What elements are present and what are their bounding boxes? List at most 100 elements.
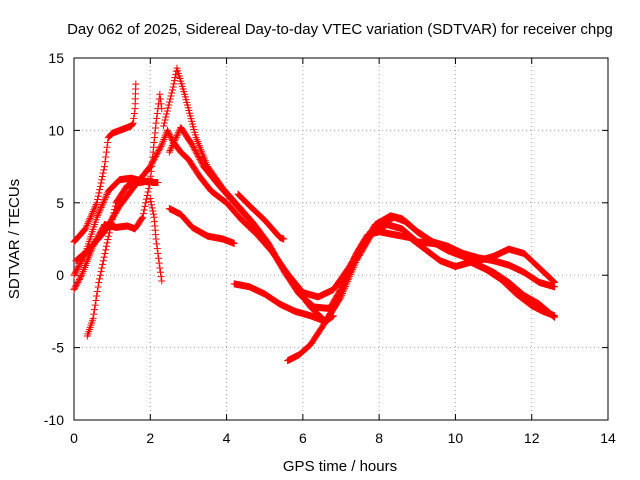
data-point [149, 207, 157, 215]
data-point [139, 213, 147, 221]
data-point [142, 199, 150, 207]
series-trace-7 [165, 124, 559, 326]
x-tick-label: 12 [524, 430, 540, 446]
data-point [102, 242, 110, 250]
data-point [97, 268, 105, 276]
data-point [158, 277, 166, 285]
data-point [149, 158, 157, 166]
data-point [161, 116, 169, 124]
data-point [76, 260, 84, 268]
data-point [74, 264, 82, 272]
data-point [147, 198, 155, 206]
data-point [91, 306, 99, 314]
data-point [153, 245, 161, 253]
data-point [550, 278, 558, 286]
data-point [96, 207, 104, 215]
data-point [152, 119, 160, 127]
data-point [96, 271, 104, 279]
data-point [72, 267, 80, 275]
data-point [168, 143, 176, 151]
data-point [148, 204, 156, 212]
data-point [190, 144, 198, 152]
data-point [344, 269, 352, 277]
data-point [146, 163, 154, 171]
series-trace-1 [70, 80, 140, 246]
data-point [156, 264, 164, 272]
y-tick-label: 5 [56, 195, 64, 211]
data-point [99, 169, 107, 177]
data-point [191, 147, 199, 155]
data-point [93, 292, 101, 300]
data-point [98, 202, 106, 210]
data-point [101, 163, 109, 171]
data-point [189, 142, 197, 150]
x-ticks: 0 2 4 6 8 10 12 14 [70, 58, 616, 446]
data-point [100, 166, 108, 174]
data-point [103, 190, 111, 198]
y-ticks: -10 -5 0 5 10 15 [44, 50, 608, 428]
data-point [102, 246, 110, 254]
data-point [149, 157, 157, 165]
data-point [198, 160, 206, 168]
data-point [72, 281, 80, 289]
data-point [158, 105, 166, 113]
data-point [153, 240, 161, 248]
data-point [160, 135, 168, 143]
data-point [82, 223, 90, 231]
data-point [90, 206, 98, 214]
data-point [347, 261, 355, 269]
data-point [549, 277, 557, 285]
data-point [171, 137, 179, 145]
data-point [74, 278, 82, 286]
data-point [98, 264, 106, 272]
data-point [172, 133, 180, 141]
data-point [95, 189, 103, 197]
data-point [99, 260, 107, 268]
data-point [103, 239, 111, 247]
data-point [100, 253, 108, 261]
data-point [150, 155, 158, 163]
data-point [147, 161, 155, 169]
data-point [168, 142, 176, 150]
data-point [165, 129, 173, 137]
data-point [160, 122, 168, 130]
data-point [151, 154, 159, 162]
data-point [148, 177, 156, 185]
data-point [146, 194, 154, 202]
series-trace-6 [160, 64, 559, 321]
data-point [196, 155, 204, 163]
data-point [195, 154, 203, 162]
data-point [164, 104, 172, 112]
data-point [171, 135, 179, 143]
data-point [155, 147, 163, 155]
data-point [154, 148, 162, 156]
data-point [175, 128, 183, 136]
data-point [99, 257, 107, 265]
data-point [156, 90, 164, 98]
data-point [143, 192, 151, 200]
data-point [92, 201, 100, 209]
data-point [98, 172, 106, 180]
data-point [101, 195, 109, 203]
data-point [95, 208, 103, 216]
data-point [193, 150, 201, 158]
y-tick-label: -5 [52, 340, 65, 356]
data-point [148, 201, 156, 209]
data-point [83, 221, 91, 229]
data-point [94, 283, 102, 291]
data-point [341, 276, 349, 284]
series-trace-10 [230, 280, 337, 326]
data-point [167, 145, 175, 153]
data-point [166, 131, 174, 139]
data-point [73, 265, 81, 273]
y-tick-label: 0 [56, 267, 64, 283]
data-point [173, 132, 181, 140]
y-axis-label: SDTVAR / TECUs [6, 179, 23, 299]
data-point [145, 184, 153, 192]
data-point [174, 130, 182, 138]
data-point [191, 145, 199, 153]
data-point [343, 271, 351, 279]
data-point [94, 196, 102, 204]
data-point [90, 310, 98, 318]
